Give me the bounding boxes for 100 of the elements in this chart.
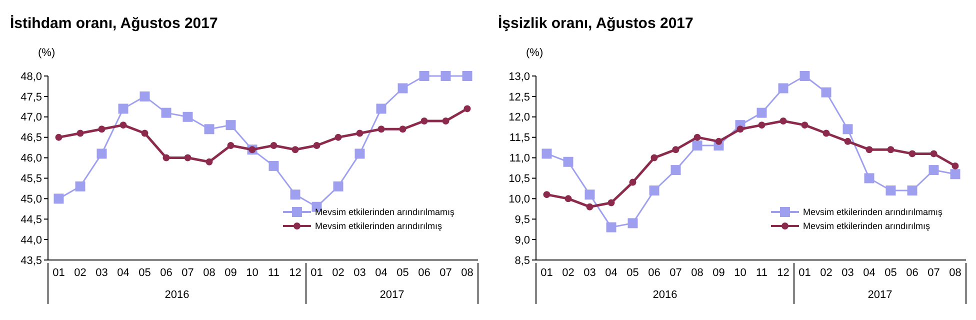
point	[542, 148, 552, 159]
point	[694, 134, 701, 141]
y-tick-label: 11,5	[509, 132, 530, 144]
text: 2017	[380, 289, 404, 301]
point	[161, 108, 172, 118]
point	[399, 126, 406, 133]
point	[780, 117, 787, 124]
point	[886, 185, 896, 196]
point	[354, 148, 365, 159]
x-tick-label: 08	[203, 267, 216, 279]
point	[184, 154, 192, 162]
point	[98, 126, 106, 133]
point	[800, 71, 810, 81]
x-tick-label: 02	[820, 267, 832, 279]
legend-label: Mevsim etkilerinden arındırılmamış	[315, 207, 456, 218]
point	[462, 71, 472, 81]
point	[226, 120, 236, 130]
x-tick-label: 08	[461, 267, 474, 279]
y-tick-label: 48,0	[20, 70, 42, 83]
text: 2017	[868, 289, 892, 301]
x-tick-label: 10	[246, 267, 258, 279]
x-tick-label: 03	[96, 267, 108, 279]
point	[756, 108, 767, 118]
chart-title: İşsizlik oranı, Ağustos 2017	[498, 15, 694, 32]
point	[928, 165, 939, 176]
y-tick-label: 46,0	[20, 152, 42, 165]
x-tick-label: 04	[117, 267, 130, 279]
y-tick-label: 47,5	[20, 91, 42, 104]
y-tick-label: 46,5	[20, 132, 42, 144]
legend-label: Mevsim etkilerinden arındırılmış	[803, 221, 931, 232]
x-tick-label: 09	[712, 267, 725, 279]
x-tick-label: 09	[224, 267, 237, 279]
y-tick-label: 12,5	[508, 91, 530, 104]
point	[334, 134, 342, 141]
point	[950, 169, 960, 180]
point	[866, 146, 873, 154]
x-tick-label: 04	[375, 267, 388, 279]
y-tick-label: 44,5	[20, 214, 42, 226]
point	[227, 142, 234, 150]
x-tick-label: 08	[949, 267, 962, 279]
point	[907, 185, 918, 196]
point	[96, 148, 107, 159]
y-tick-label: 12,0	[508, 112, 530, 124]
point	[55, 134, 62, 141]
x-tick-label: 03	[354, 267, 366, 279]
point	[464, 105, 471, 112]
x-tick-label: 05	[884, 267, 897, 279]
x-tick-label: 12	[777, 267, 790, 279]
point	[842, 124, 853, 134]
x-tick-label: 07	[670, 267, 682, 279]
point	[120, 122, 127, 129]
point	[952, 162, 959, 170]
point	[864, 173, 874, 184]
point	[398, 83, 408, 94]
x-tick-label: 08	[691, 267, 704, 279]
point	[649, 185, 660, 196]
point	[140, 91, 150, 102]
y-axis-title: (%)	[38, 47, 56, 59]
x-tick-label: 06	[648, 267, 660, 279]
chart-title: İstihdam oranı, Ağustos 2017	[10, 15, 218, 32]
y-tick-label: 11,0	[509, 152, 530, 165]
x-tick-label: 10	[734, 267, 746, 279]
point	[204, 124, 214, 134]
x-tick-label: 06	[160, 267, 172, 279]
point	[290, 190, 300, 200]
point	[715, 138, 722, 145]
x-tick-label: 05	[138, 267, 151, 279]
x-tick-label: 02	[74, 267, 86, 279]
point	[844, 138, 852, 145]
x-tick-label: 01	[52, 267, 65, 279]
legend-label: Mevsim etkilerinden arındırılmamış	[803, 207, 944, 218]
point	[692, 140, 702, 151]
point	[378, 126, 385, 133]
point	[564, 195, 572, 202]
y-tick-label: 9,5	[514, 214, 530, 226]
x-tick-label: 01	[310, 267, 323, 279]
point	[268, 160, 279, 171]
x-tick-label: 01	[798, 267, 811, 279]
point	[821, 87, 832, 98]
x-tick-label: 01	[540, 267, 553, 279]
x-tick-label: 07	[928, 267, 940, 279]
x-tick-label: 05	[396, 267, 409, 279]
x-tick-label: 02	[332, 267, 344, 279]
point	[736, 126, 744, 133]
point	[118, 104, 128, 114]
y-tick-label: 8,5	[514, 254, 530, 267]
point	[141, 130, 148, 137]
y-tick-label: 10,0	[508, 194, 530, 206]
point	[887, 146, 894, 154]
point	[75, 181, 86, 192]
point	[333, 181, 344, 192]
point	[608, 199, 615, 206]
point	[629, 178, 636, 186]
x-tick-label: 11	[756, 267, 768, 279]
x-tick-label: 04	[605, 267, 618, 279]
point	[563, 156, 574, 167]
point	[650, 154, 658, 162]
text: 2016	[164, 289, 190, 301]
point	[758, 122, 766, 129]
x-tick-label: 07	[182, 267, 194, 279]
